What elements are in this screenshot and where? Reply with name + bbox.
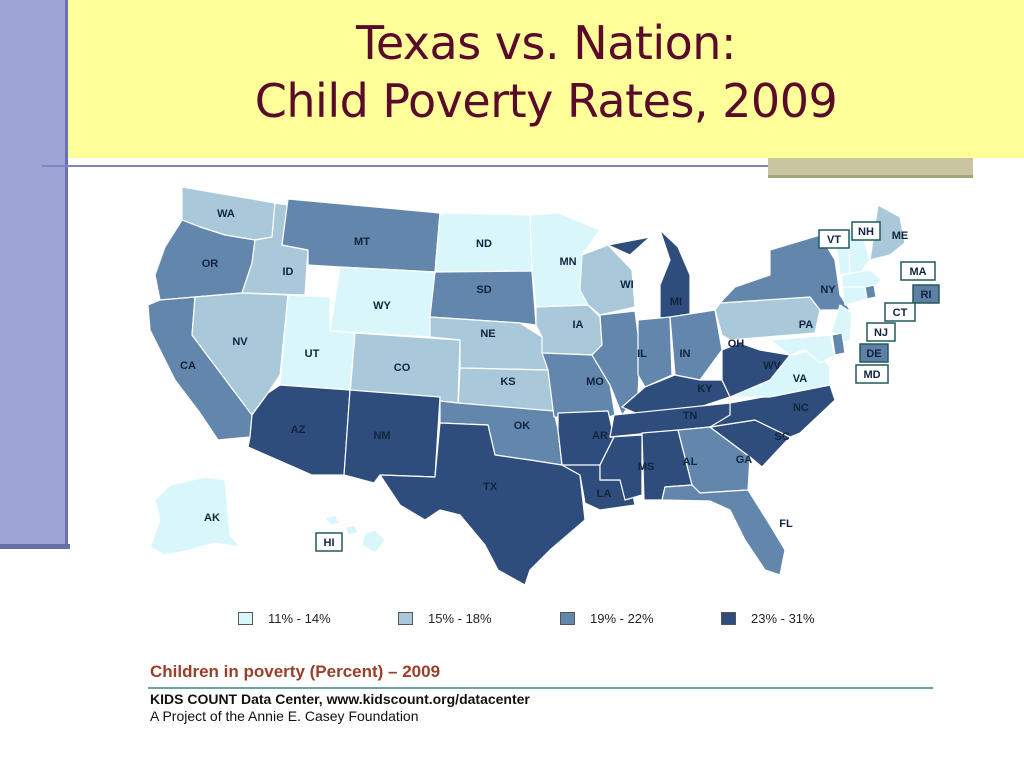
label-TX: TX: [483, 481, 498, 493]
label-AR: AR: [592, 430, 608, 442]
label-WA: WA: [217, 208, 235, 220]
label-PA: PA: [799, 319, 814, 331]
callout-HI: HI: [315, 532, 343, 552]
label-WY: WY: [373, 300, 391, 312]
label-OK: OK: [514, 420, 531, 432]
map-caption-title: Children in poverty (Percent) – 2009: [150, 662, 441, 681]
label-IN: IN: [680, 348, 691, 360]
label-KY: KY: [697, 383, 713, 395]
callout-NH: NH: [851, 221, 881, 241]
label-NV: NV: [232, 336, 248, 348]
label-VT: VT: [827, 234, 841, 246]
title-divider: [42, 165, 772, 167]
label-SD: SD: [476, 284, 491, 296]
label-KS: KS: [500, 376, 515, 388]
state-IA: [535, 304, 603, 356]
label-MA: MA: [909, 266, 926, 278]
label-NE: NE: [480, 328, 495, 340]
label-TN: TN: [683, 410, 698, 422]
callout-NJ: NJ: [866, 322, 896, 342]
label-CO: CO: [394, 362, 411, 374]
callout-MD: MD: [855, 364, 889, 384]
legend-swatch: [398, 612, 413, 625]
label-OR: OR: [202, 258, 219, 270]
title-line-2: Child Poverty Rates, 2009: [254, 74, 838, 128]
label-AL: AL: [683, 456, 698, 468]
state-MS: [599, 434, 643, 501]
label-MD: MD: [863, 369, 880, 381]
title-line-1: Texas vs. Nation:: [356, 16, 736, 70]
label-MI: MI: [670, 296, 682, 308]
us-poverty-map: WA OR CA ID NV MT WY UT CO AZ NM ND SD N…: [147, 186, 940, 585]
caption-divider: [148, 687, 933, 689]
label-MN: MN: [559, 256, 576, 268]
label-OH: OH: [728, 338, 745, 350]
legend-label: 19% - 22%: [590, 611, 654, 626]
label-NM: NM: [373, 430, 390, 442]
accent-block: [768, 158, 973, 178]
label-AZ: AZ: [291, 424, 306, 436]
label-SC: SC: [774, 431, 789, 443]
label-LA: LA: [597, 488, 612, 500]
state-WV: [721, 342, 791, 398]
label-NC: NC: [793, 402, 809, 414]
label-AK: AK: [204, 512, 220, 524]
label-IL: IL: [637, 348, 647, 360]
label-CA: CA: [180, 360, 196, 372]
legend-swatch: [560, 612, 575, 625]
label-NH: NH: [858, 226, 874, 238]
label-FL: FL: [779, 518, 793, 530]
label-GA: GA: [736, 454, 753, 466]
slide-title: Texas vs. Nation: Child Poverty Rates, 2…: [68, 14, 1024, 130]
state-FL: [661, 484, 786, 576]
callout-RI: RI: [912, 284, 940, 304]
state-NM: [343, 389, 441, 484]
state-WI: [579, 244, 636, 316]
label-VA: VA: [793, 373, 808, 385]
source-credit: KIDS COUNT Data Center, www.kidscount.or…: [150, 691, 530, 707]
label-ND: ND: [476, 238, 492, 250]
label-UT: UT: [305, 348, 320, 360]
left-accent-bar: [0, 0, 68, 548]
callout-CT: CT: [884, 302, 916, 322]
state-NC: [709, 384, 836, 438]
label-WI: WI: [620, 279, 633, 291]
legend-label: 23% - 31%: [751, 611, 815, 626]
state-CT: [841, 286, 868, 306]
state-OH: [669, 309, 723, 381]
left-accent-bar-base: [0, 544, 70, 549]
map-legend: 11% - 14% 15% - 18% 19% - 22% 23% - 31%: [238, 610, 878, 630]
label-NJ: NJ: [874, 327, 888, 339]
label-NY: NY: [820, 284, 836, 296]
state-AK: [149, 476, 241, 556]
label-ME: ME: [892, 230, 909, 242]
callout-MA: MA: [900, 261, 936, 281]
label-MS: MS: [638, 461, 655, 473]
callout-DE: DE: [859, 343, 889, 363]
label-MT: MT: [354, 236, 370, 248]
label-IA: IA: [573, 319, 584, 331]
label-HI: HI: [324, 537, 335, 549]
label-DE: DE: [866, 348, 881, 360]
legend-swatch: [721, 612, 736, 625]
legend-label: 11% - 14%: [268, 611, 331, 626]
label-RI: RI: [921, 289, 932, 301]
label-WV: WV: [763, 360, 781, 372]
state-SD: [429, 270, 537, 326]
label-CT: CT: [893, 307, 908, 319]
state-ME: [869, 204, 906, 261]
project-credit: A Project of the Annie E. Casey Foundati…: [150, 708, 419, 724]
title-background: [68, 0, 1024, 158]
legend-label: 15% - 18%: [428, 611, 492, 626]
state-MD: [769, 334, 836, 364]
label-ID: ID: [283, 266, 294, 278]
legend-swatch: [238, 612, 253, 625]
label-MO: MO: [586, 376, 604, 388]
state-DE: [831, 332, 846, 356]
state-NY: [719, 234, 851, 311]
callout-VT: VT: [818, 229, 850, 249]
state-TX: [379, 422, 586, 585]
state-NV: [191, 292, 289, 416]
state-HI: [324, 514, 386, 554]
